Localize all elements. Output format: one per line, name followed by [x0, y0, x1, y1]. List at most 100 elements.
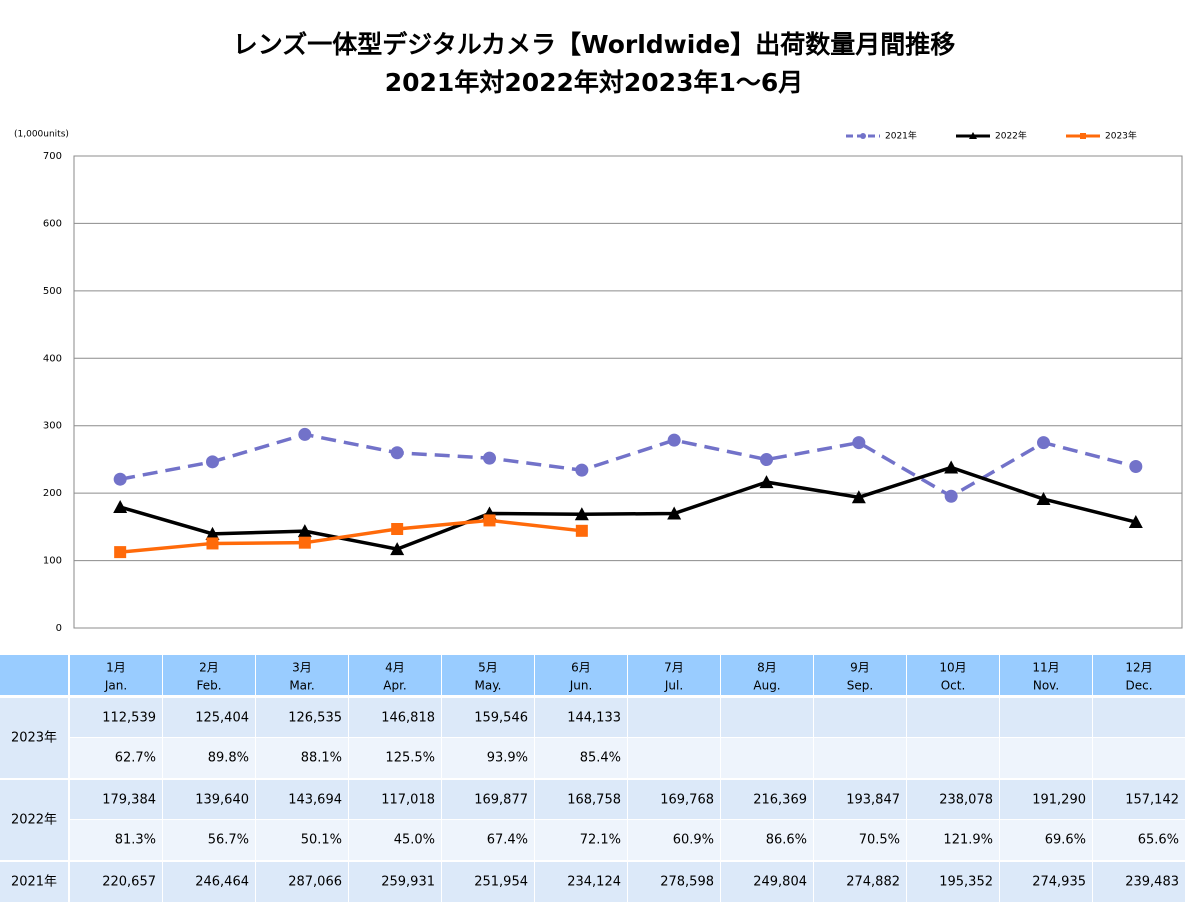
table-cell	[814, 780, 906, 819]
table-cell	[907, 738, 999, 778]
point	[390, 446, 404, 460]
header-cell	[907, 655, 999, 695]
table-cell	[535, 738, 627, 778]
cell-ratio: 60.9%	[673, 833, 714, 848]
cell-ratio: 62.7%	[115, 751, 156, 766]
table-cell	[721, 698, 813, 737]
month-ja: 6月	[571, 661, 591, 675]
month-en: Dec.	[1125, 679, 1152, 693]
cell-ratio: 72.1%	[580, 833, 621, 848]
table-cell	[163, 820, 255, 860]
header-cell	[256, 655, 348, 695]
cell-ratio: 121.9%	[943, 833, 993, 848]
point	[206, 455, 219, 469]
cell-value: 234,124	[567, 875, 621, 890]
table-cell	[349, 862, 441, 902]
point	[113, 472, 127, 486]
cell-value: 251,954	[474, 875, 528, 890]
point	[944, 460, 959, 474]
cell-value: 259,931	[381, 875, 435, 890]
cell-value: 238,078	[939, 793, 993, 808]
cell-ratio: 67.4%	[487, 833, 528, 848]
table-cell	[442, 862, 534, 902]
cell-value: 146,818	[381, 711, 435, 726]
month-ja: 8月	[757, 661, 777, 675]
row-label-cell	[0, 862, 68, 902]
table-cell	[628, 820, 720, 860]
month-en: Feb.	[196, 679, 221, 693]
cell-value: 144,133	[567, 711, 621, 726]
table-cell	[1000, 862, 1092, 902]
table-cell	[70, 862, 162, 902]
cell-value: 139,640	[195, 793, 249, 808]
table-cell	[814, 862, 906, 902]
series-line	[119, 432, 1137, 499]
point	[113, 500, 128, 514]
series-line	[120, 518, 583, 554]
header-cell	[721, 655, 813, 695]
cell-value: 117,018	[381, 793, 435, 808]
cell-value: 216,369	[753, 793, 807, 808]
legend-marker	[969, 132, 977, 139]
table-cell	[70, 820, 162, 860]
cell-value: 169,877	[474, 793, 528, 808]
table-cell	[721, 862, 813, 902]
table-cell	[1000, 698, 1092, 737]
table-cell	[442, 820, 534, 860]
table-cell	[349, 780, 441, 819]
cell-value: 157,142	[1125, 793, 1179, 808]
cell-value: 126,535	[288, 711, 342, 726]
cell-ratio: 89.8%	[208, 751, 249, 766]
cell-value: 168,758	[567, 793, 621, 808]
cell-ratio: 50.1%	[301, 833, 342, 848]
table-cell	[907, 780, 999, 819]
point	[390, 542, 405, 556]
table-cell	[256, 820, 348, 860]
point	[114, 546, 127, 559]
row-label-cell	[0, 698, 68, 778]
table-cell	[349, 738, 441, 778]
table-cell	[256, 862, 348, 902]
table-cell	[442, 738, 534, 778]
point	[760, 453, 773, 467]
point	[1036, 492, 1051, 506]
month-en: Oct.	[941, 679, 966, 693]
y-tick-label: 600	[43, 218, 62, 229]
table-cell	[628, 780, 720, 819]
table-cell	[1093, 820, 1185, 860]
month-ja: 10月	[939, 661, 966, 675]
cell-ratio: 125.5%	[385, 751, 435, 766]
table-cell	[721, 820, 813, 860]
table-cell	[535, 820, 627, 860]
month-en: Jul.	[664, 679, 683, 693]
table-cell	[1000, 738, 1092, 778]
table-cell	[442, 698, 534, 737]
row-label: 2022年	[11, 813, 57, 828]
table-cell	[721, 780, 813, 819]
table-cell	[163, 698, 255, 737]
month-en: Mar.	[289, 679, 314, 693]
point	[944, 489, 958, 503]
cell-value: 239,483	[1125, 875, 1179, 890]
table-cell	[907, 698, 999, 737]
month-ja: 5月	[478, 661, 498, 675]
point	[667, 433, 681, 447]
cell-value: 112,539	[102, 711, 156, 726]
table-cell	[1000, 820, 1092, 860]
table-cell	[535, 862, 627, 902]
month-ja: 3月	[292, 661, 312, 675]
point	[759, 475, 774, 489]
header-cell	[628, 655, 720, 695]
y-tick-label: 300	[43, 421, 62, 432]
table-cell	[814, 698, 906, 737]
table-cell	[907, 820, 999, 860]
table-cell	[163, 862, 255, 902]
cell-ratio: 56.7%	[208, 833, 249, 848]
row-label: 2023年	[11, 731, 57, 746]
cell-ratio: 45.0%	[394, 833, 435, 848]
table-cell	[256, 698, 348, 737]
month-ja: 7月	[664, 661, 684, 675]
table-cell	[814, 820, 906, 860]
table-cell	[70, 698, 162, 737]
table-cell	[256, 738, 348, 778]
